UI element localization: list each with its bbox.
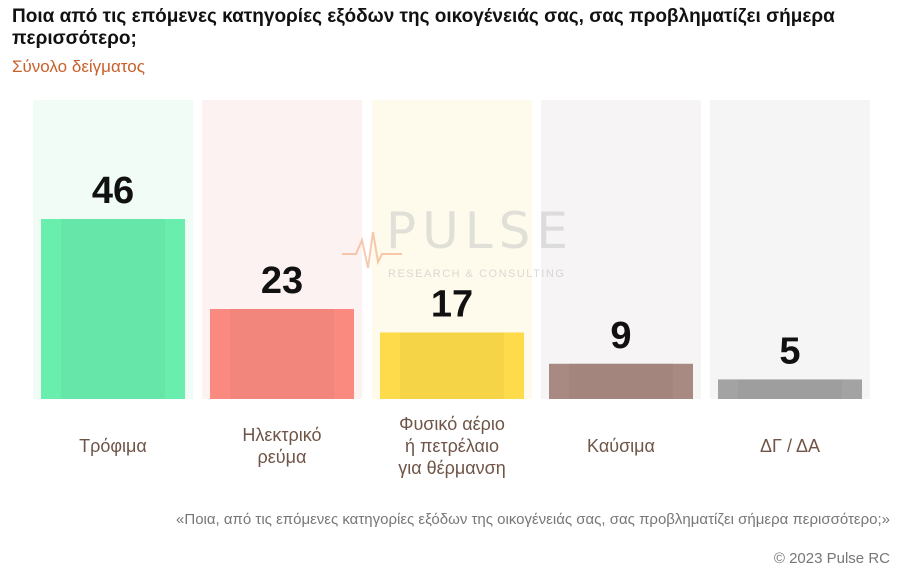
data-label: 46: [92, 170, 134, 212]
data-label: 5: [779, 330, 800, 372]
category-label: Ηλεκτρικό ρεύμα: [242, 425, 321, 467]
column-background: [541, 100, 701, 399]
bar-core: [400, 332, 504, 399]
category-label-line: ή πετρέλαιο: [405, 436, 499, 456]
bar-chart: 46 Τρόφιμα 23 Ηλεκτρικό ρεύμα 17 Φυσικό αέριο ή…: [33, 100, 870, 478]
category-label-line: Καύσιμα: [587, 436, 655, 456]
category-label-line: Φυσικό αέριο: [399, 414, 505, 434]
category-label-line: Τρόφιμα: [79, 436, 147, 456]
data-label: 23: [261, 260, 303, 302]
category-label-line: για θέρμανση: [398, 458, 506, 478]
bar-core: [738, 379, 842, 399]
data-label: 17: [431, 283, 473, 325]
category-label: Καύσιμα: [587, 436, 655, 456]
data-label: 9: [610, 315, 631, 357]
question-footnote: «Ποια, από τις επόμενες κατηγορίες εξόδω…: [176, 511, 890, 528]
copyright-text: © 2023 Pulse RC: [773, 550, 890, 567]
bar-core: [61, 219, 165, 399]
category-label: ΔΓ / ΔΑ: [760, 436, 820, 456]
category-label: Τρόφιμα: [79, 436, 147, 456]
category-label-line: ρεύμα: [258, 447, 307, 467]
column-background: [710, 100, 870, 399]
chart-title: Ποια από τις επόμενες κατηγορίες εξόδων …: [12, 6, 835, 49]
chart-subtitle: Σύνολο δείγματος: [12, 57, 145, 76]
bar-core: [569, 363, 673, 399]
bar-core: [230, 309, 334, 399]
category-label: Φυσικό αέριο ή πετρέλαιο για θέρμανση: [398, 414, 506, 478]
category-label-line: ΔΓ / ΔΑ: [760, 436, 820, 456]
category-label-line: Ηλεκτρικό: [242, 425, 321, 445]
